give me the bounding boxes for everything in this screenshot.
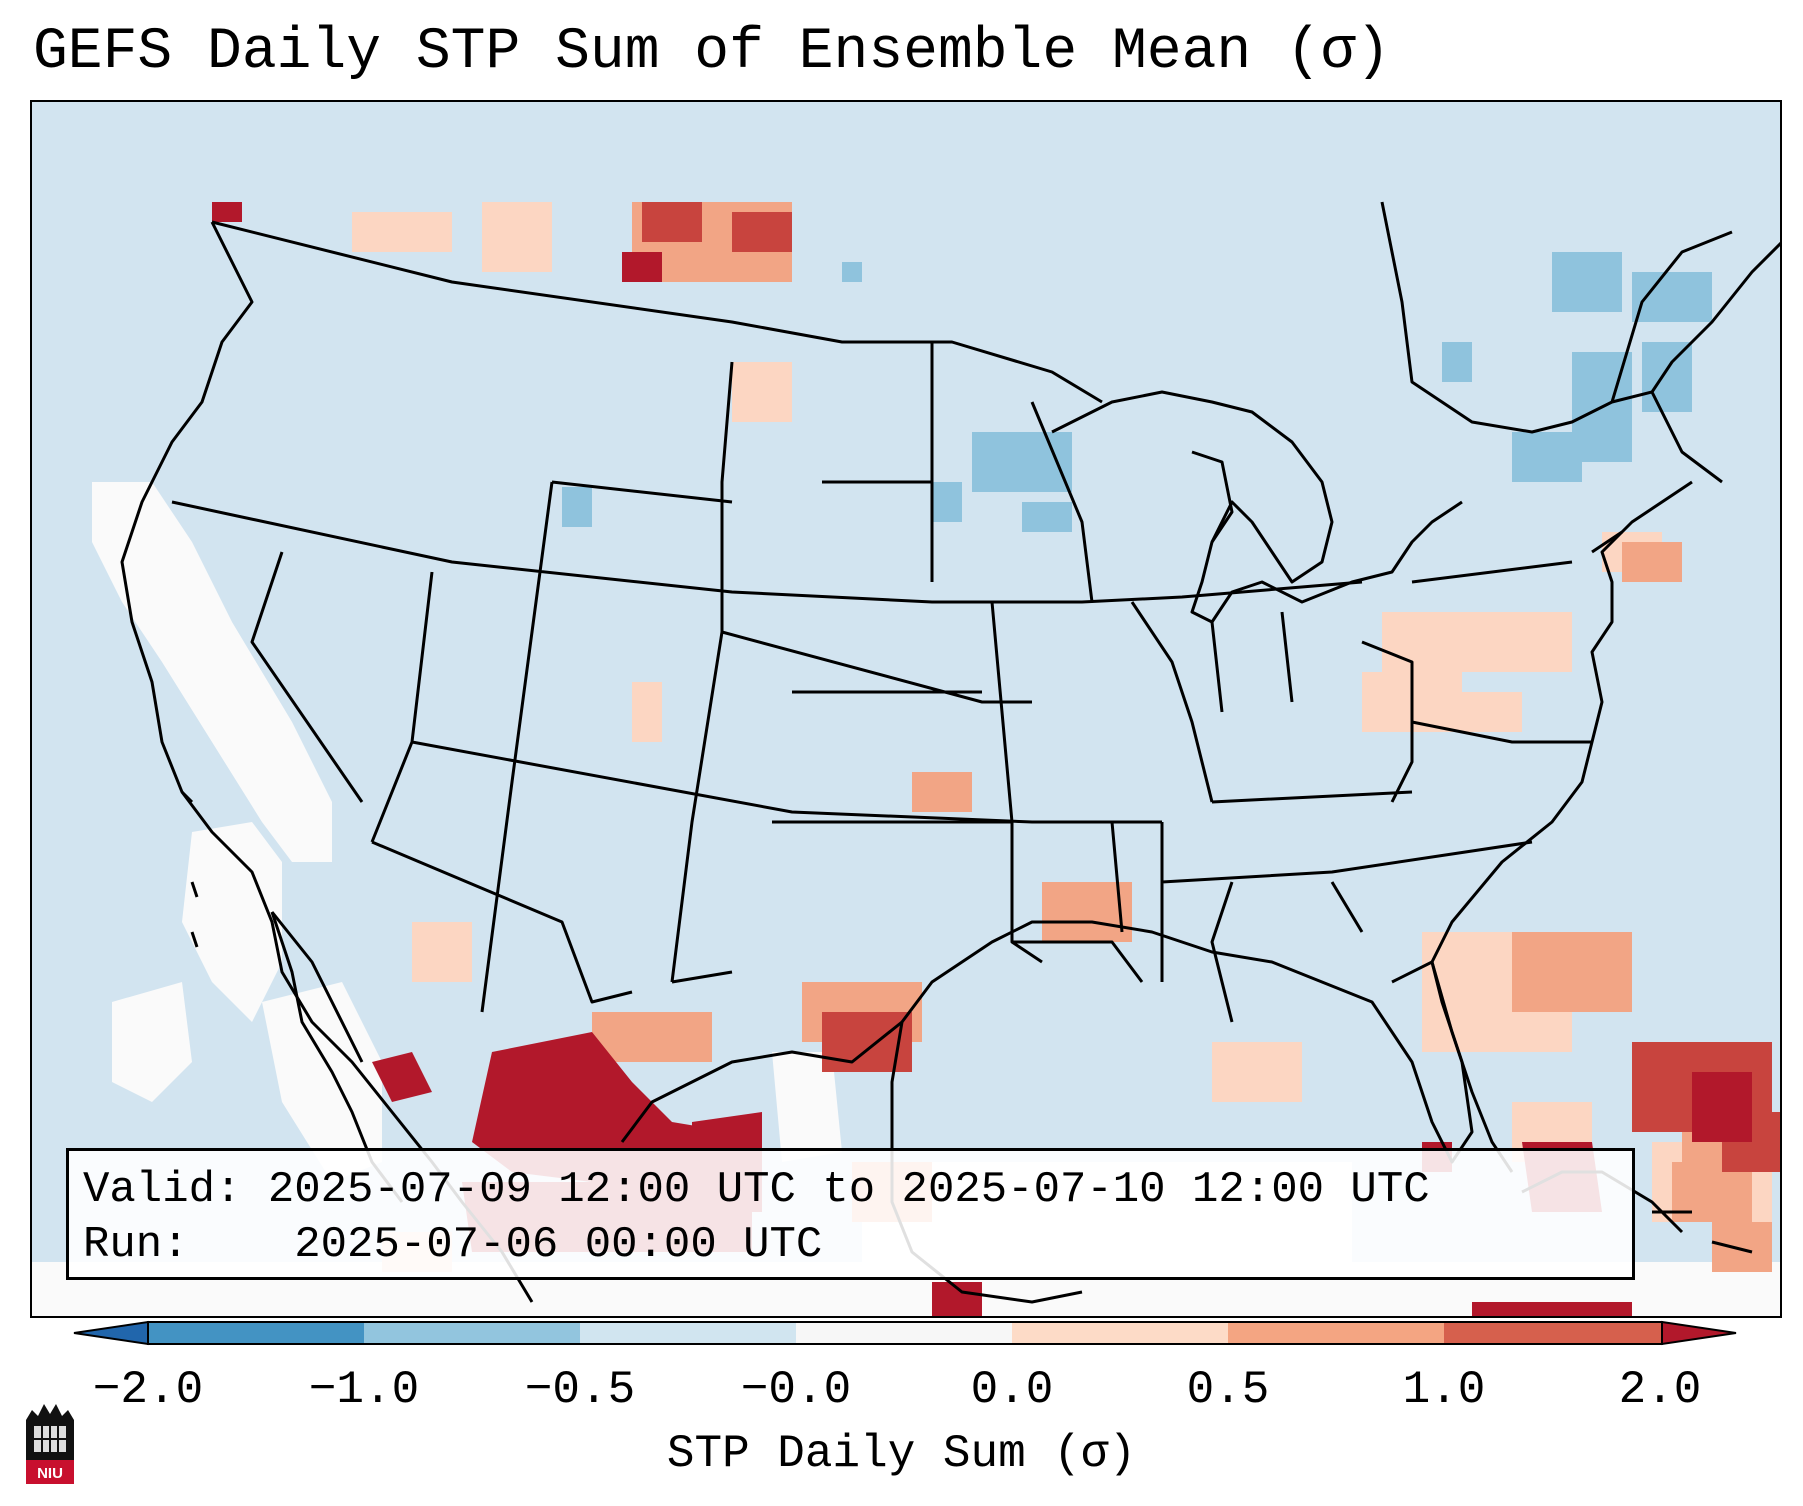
colorbar-under-extend [73, 1320, 149, 1346]
colorbar-tick-label: −2.0 [92, 1364, 204, 1416]
gulf-coastline [620, 480, 1693, 1164]
run-info-box: Valid: 2025-07-09 12:00 UTC to 2025-07-1… [66, 1148, 1635, 1280]
run-label: Run: [83, 1220, 189, 1270]
valid-label: Valid: [83, 1165, 242, 1215]
stp-field-map [32, 201, 1780, 1316]
canada-us-border [211, 220, 1103, 404]
colorbar-seg-1 [364, 1322, 580, 1344]
colorbar-tick-label: 2.0 [1618, 1364, 1702, 1416]
colorbar-tick-label: 0.5 [1186, 1364, 1270, 1416]
negative-shading [562, 252, 1712, 532]
great-lakes [1051, 390, 1463, 624]
niu-logo-icon: NIU [26, 1404, 74, 1484]
map-panel[interactable] [30, 100, 1782, 1318]
colorbar [73, 1320, 1737, 1346]
colorbar-tick-label: −0.0 [740, 1364, 852, 1416]
logo-text: NIU [37, 1465, 63, 1482]
colorbar-tick-label: −1.0 [308, 1364, 420, 1416]
colorbar-seg-0 [148, 1322, 364, 1344]
colorbar-seg-2 [580, 1322, 796, 1344]
colorbar-label: STP Daily Sum (σ) [666, 1428, 1137, 1480]
colorbar-over-extend [1661, 1320, 1737, 1346]
run-time: 2025-07-06 00:00 UTC [294, 1220, 823, 1270]
valid-time: 2025-07-09 12:00 UTC to 2025-07-10 12:00… [267, 1165, 1430, 1215]
map-boundaries [120, 201, 1780, 1304]
colorbar-seg-6 [1444, 1322, 1662, 1344]
northeast-coast [1380, 201, 1780, 484]
colorbar-seg-4 [1012, 1322, 1228, 1344]
colorbar-tick-label: −0.5 [524, 1364, 636, 1416]
map-title: GEFS Daily STP Sum of Ensemble Mean (σ) [33, 20, 1391, 85]
colorbar-tick-label: 1.0 [1402, 1364, 1486, 1416]
state-lines [171, 342, 1623, 1023]
colorbar-seg-5 [1228, 1322, 1444, 1344]
moderate-positive-shading [592, 202, 1772, 1272]
colorbar-seg-3 [796, 1322, 1012, 1344]
colorbar-tick-label: 0.0 [970, 1364, 1054, 1416]
